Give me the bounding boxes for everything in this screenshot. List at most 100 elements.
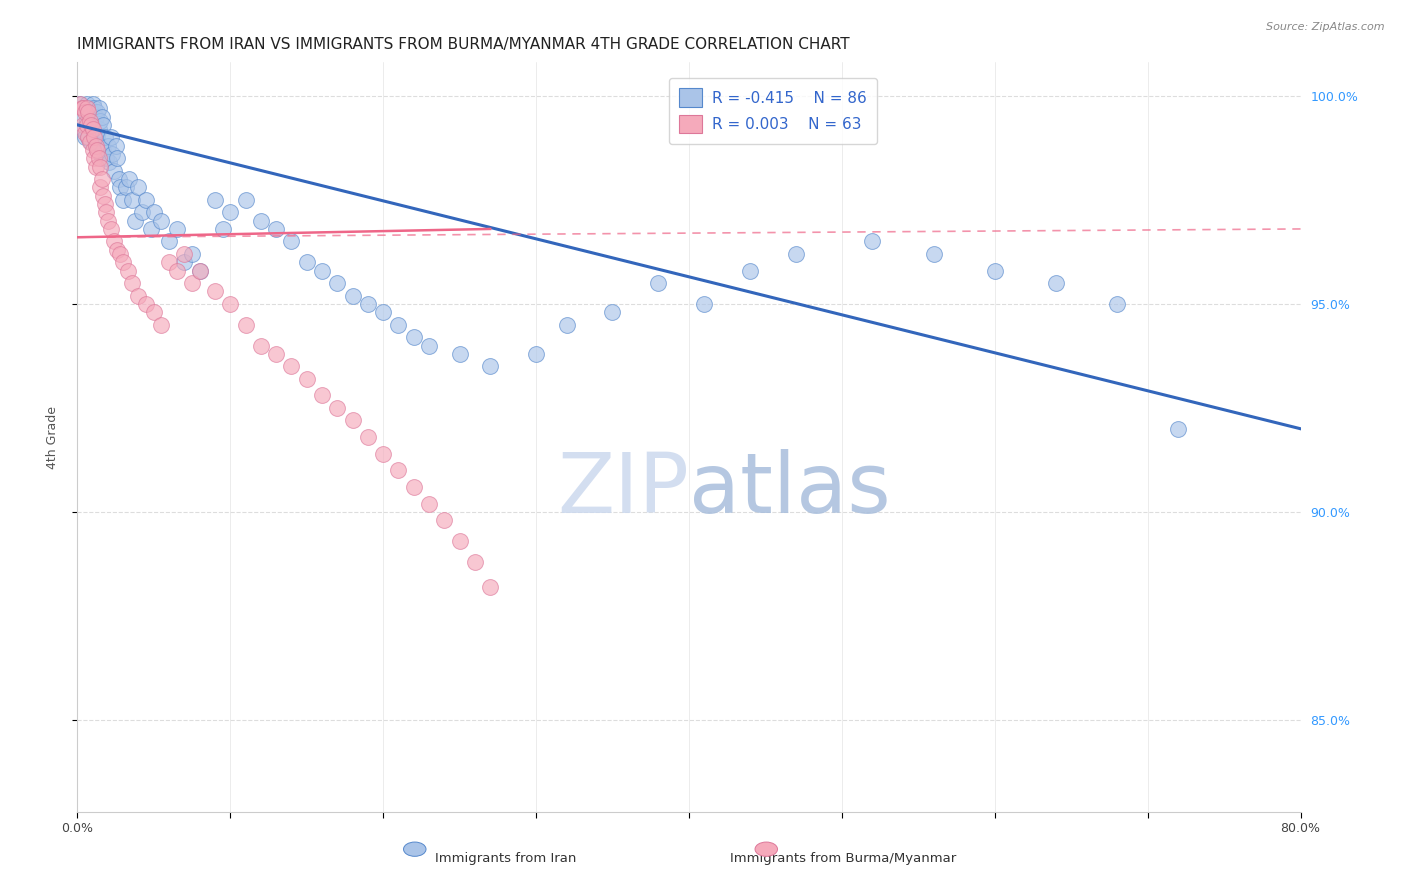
Point bbox=[479, 580, 502, 594]
Point bbox=[82, 122, 104, 136]
Point bbox=[97, 138, 120, 153]
Point bbox=[131, 205, 153, 219]
Point bbox=[104, 138, 127, 153]
Point bbox=[77, 130, 100, 145]
Point bbox=[73, 105, 96, 120]
Point bbox=[83, 130, 105, 145]
Point bbox=[121, 276, 143, 290]
Point bbox=[235, 318, 257, 332]
Point bbox=[80, 118, 103, 132]
Point bbox=[77, 105, 100, 120]
Text: Immigrants from Iran: Immigrants from Iran bbox=[436, 852, 576, 865]
Point bbox=[69, 97, 91, 112]
Point bbox=[84, 110, 107, 124]
Point bbox=[82, 122, 104, 136]
Point bbox=[82, 97, 104, 112]
Point bbox=[91, 143, 114, 157]
Point bbox=[76, 113, 98, 128]
Point bbox=[100, 222, 122, 236]
Point bbox=[80, 135, 103, 149]
Point bbox=[127, 180, 149, 194]
Point bbox=[127, 288, 149, 302]
Text: Source: ZipAtlas.com: Source: ZipAtlas.com bbox=[1267, 22, 1385, 32]
Point bbox=[89, 180, 111, 194]
Point bbox=[647, 276, 669, 290]
Point bbox=[86, 105, 108, 120]
Point bbox=[173, 255, 195, 269]
Point bbox=[342, 413, 364, 427]
Point bbox=[693, 297, 716, 311]
Point bbox=[740, 263, 762, 277]
Point bbox=[69, 97, 91, 112]
Point bbox=[117, 263, 139, 277]
Point bbox=[219, 205, 242, 219]
Point bbox=[97, 213, 120, 227]
Point bbox=[449, 347, 471, 361]
Point bbox=[387, 318, 409, 332]
Point bbox=[1167, 422, 1189, 436]
Point bbox=[371, 447, 394, 461]
Point bbox=[100, 130, 122, 145]
Point bbox=[922, 247, 945, 261]
Point bbox=[157, 255, 180, 269]
Point bbox=[204, 193, 226, 207]
Point bbox=[115, 180, 138, 194]
Point bbox=[150, 318, 173, 332]
Point bbox=[402, 330, 425, 344]
Point bbox=[107, 172, 129, 186]
Point bbox=[83, 101, 105, 115]
Point bbox=[72, 101, 94, 115]
Point bbox=[83, 126, 105, 140]
Point bbox=[1045, 276, 1067, 290]
Point bbox=[112, 193, 135, 207]
Point bbox=[79, 135, 101, 149]
Point bbox=[90, 172, 112, 186]
Point bbox=[342, 288, 364, 302]
Point bbox=[181, 247, 204, 261]
Text: ZIP: ZIP bbox=[557, 449, 689, 530]
Point bbox=[72, 122, 94, 136]
Point bbox=[72, 118, 94, 132]
Point bbox=[79, 113, 101, 128]
Point bbox=[105, 151, 128, 165]
Point bbox=[264, 347, 287, 361]
Point bbox=[70, 101, 93, 115]
Point bbox=[76, 101, 98, 115]
Point bbox=[157, 235, 180, 249]
Point bbox=[173, 247, 195, 261]
Point bbox=[295, 255, 318, 269]
Point bbox=[87, 122, 110, 136]
Point bbox=[311, 263, 333, 277]
Text: Immigrants from Burma/Myanmar: Immigrants from Burma/Myanmar bbox=[731, 852, 956, 865]
Point bbox=[76, 118, 98, 132]
Point bbox=[264, 222, 287, 236]
Point bbox=[86, 130, 108, 145]
Point bbox=[479, 359, 502, 374]
Point bbox=[219, 297, 242, 311]
Point bbox=[433, 513, 456, 527]
Point bbox=[103, 235, 125, 249]
Point bbox=[235, 193, 257, 207]
Point bbox=[73, 126, 96, 140]
Point bbox=[108, 180, 131, 194]
Point bbox=[150, 213, 173, 227]
Point bbox=[555, 318, 578, 332]
Text: IMMIGRANTS FROM IRAN VS IMMIGRANTS FROM BURMA/MYANMAR 4TH GRADE CORRELATION CHAR: IMMIGRANTS FROM IRAN VS IMMIGRANTS FROM … bbox=[77, 37, 851, 52]
Point bbox=[118, 172, 141, 186]
Point bbox=[84, 138, 107, 153]
Point bbox=[105, 243, 128, 257]
Point bbox=[295, 372, 318, 386]
Point bbox=[103, 163, 125, 178]
Point bbox=[84, 160, 107, 174]
Point bbox=[418, 497, 440, 511]
Point bbox=[280, 359, 302, 374]
Text: atlas: atlas bbox=[689, 449, 890, 530]
Point bbox=[785, 247, 807, 261]
Point bbox=[98, 155, 121, 169]
Point bbox=[250, 213, 273, 227]
Point bbox=[357, 297, 380, 311]
Point bbox=[79, 118, 101, 132]
Point bbox=[101, 147, 124, 161]
Point bbox=[94, 130, 117, 145]
Point bbox=[89, 113, 111, 128]
